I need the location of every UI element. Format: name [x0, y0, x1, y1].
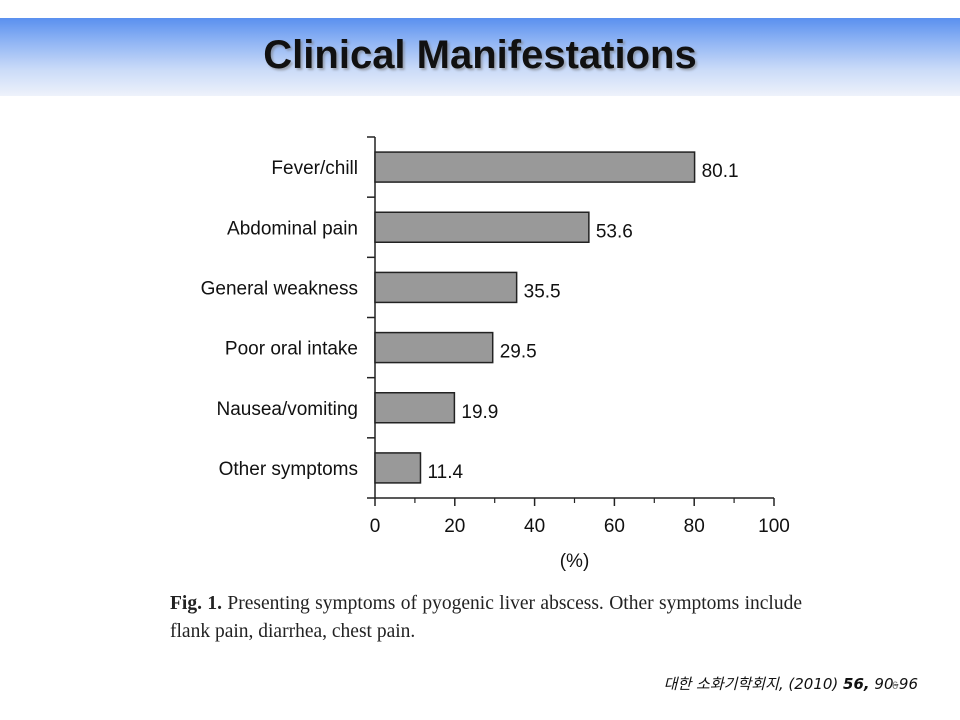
x-axis-label: (%) — [560, 551, 590, 572]
x-tick-label: 100 — [758, 516, 790, 537]
value-label: 35.5 — [524, 281, 561, 302]
bar — [374, 452, 422, 484]
value-label: 11.4 — [427, 462, 463, 483]
value-label: 19.9 — [461, 402, 498, 423]
citation: 대한 소화기학회지, (2010) 56, 90-96 — [664, 673, 918, 694]
category-label: Other symptoms — [219, 459, 358, 480]
category-label: Poor oral intake — [225, 339, 358, 360]
x-tick-label: 60 — [604, 516, 625, 537]
bar — [374, 331, 494, 364]
value-label: 53.6 — [596, 221, 633, 242]
caption-fig-label: Fig. 1. — [170, 593, 222, 614]
category-label: Abdominal pain — [227, 218, 358, 239]
page-number: 6 — [892, 680, 899, 692]
citation-journal: 대한 소화기학회지, — [663, 675, 784, 693]
x-tick-label: 80 — [684, 516, 705, 537]
slide-title: Clinical Manifestations — [263, 33, 697, 77]
value-label: 80.1 — [702, 161, 739, 182]
x-tick-label: 20 — [444, 516, 465, 537]
category-label: General weakness — [201, 278, 358, 299]
x-tick-label: 0 — [370, 516, 381, 537]
x-tick-label: 40 — [524, 516, 545, 537]
category-label: Fever/chill — [271, 158, 358, 179]
value-label: 29.5 — [500, 342, 537, 363]
caption-text: Presenting symptoms of pyogenic liver ab… — [170, 593, 802, 642]
bar — [374, 211, 590, 243]
bar — [374, 151, 696, 183]
category-label: Nausea/vomiting — [216, 399, 358, 420]
citation-year: (2010) — [788, 675, 839, 693]
title-band — [0, 18, 960, 96]
bar — [374, 271, 518, 304]
citation-volume: 56, — [843, 675, 870, 693]
citation-pages: 90-96 — [874, 675, 918, 693]
bar — [374, 392, 456, 424]
figure-caption: Fig. 1. Presenting symptoms of pyogenic … — [170, 590, 802, 646]
